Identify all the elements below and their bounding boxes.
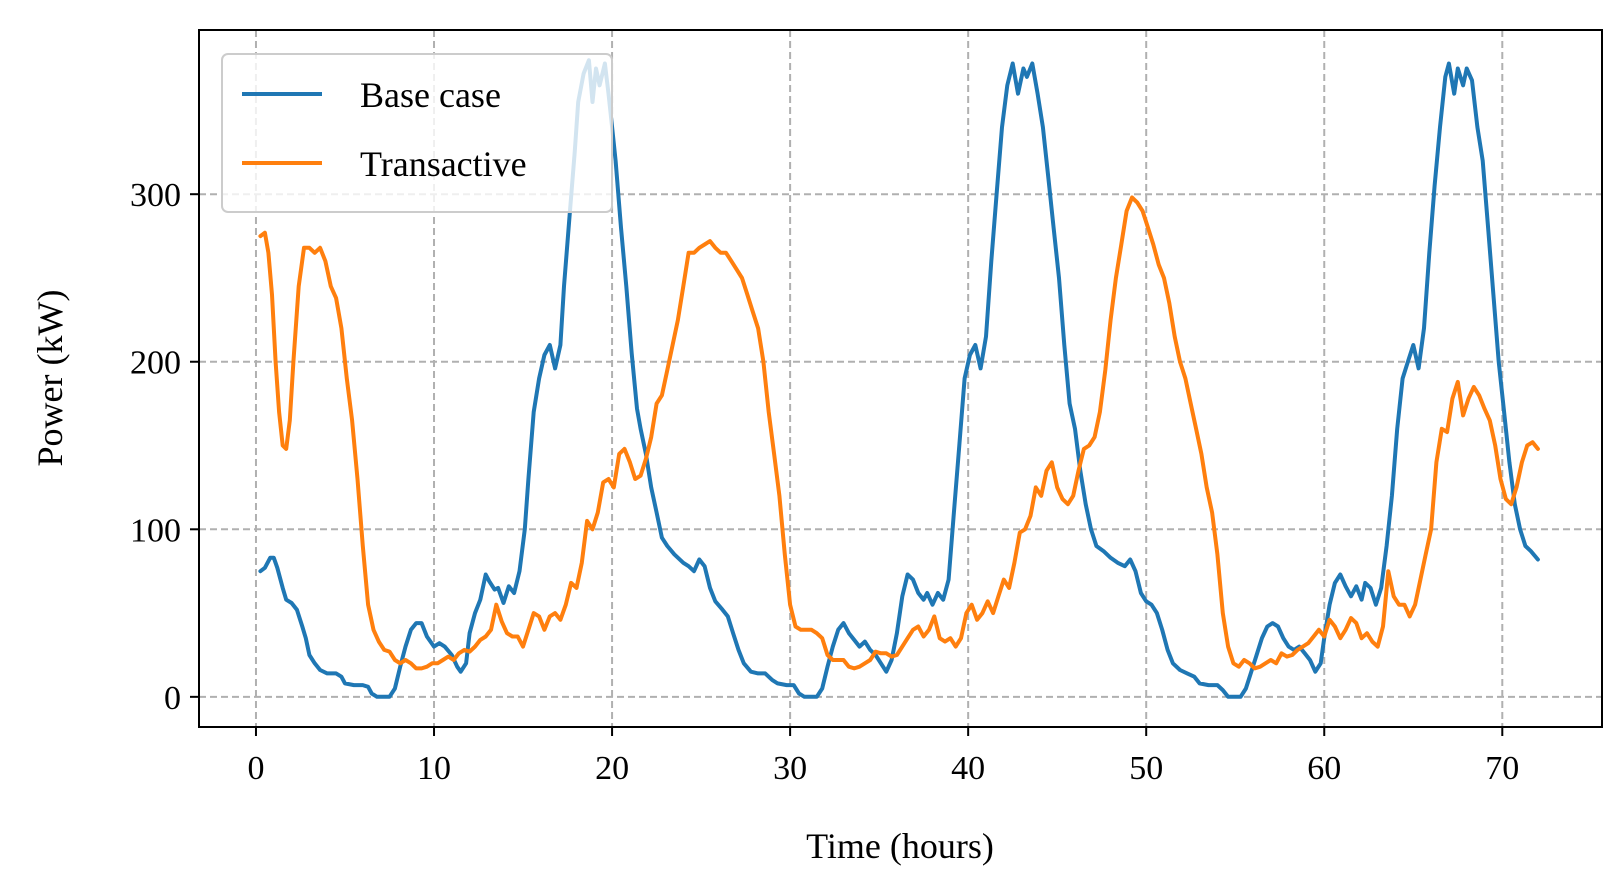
y-tick-label: 100 <box>130 512 181 549</box>
y-axis-label: Power (kW) <box>30 290 70 467</box>
y-tick-label: 0 <box>164 680 181 717</box>
axis-ticks: 0 10 20 30 40 50 60 70 0 100 200 300 <box>130 177 1519 787</box>
x-tick-label: 20 <box>595 750 629 787</box>
x-tick-label: 50 <box>1129 750 1163 787</box>
x-tick-label: 0 <box>247 750 264 787</box>
x-tick-label: 30 <box>773 750 807 787</box>
plot-frame <box>198 29 1603 728</box>
legend-label-transactive: Transactive <box>360 144 527 184</box>
series-line-transactive <box>258 195 1540 671</box>
legend: Base case Transactive <box>221 53 613 213</box>
series-line-base-case <box>258 58 1540 699</box>
y-tick-label: 300 <box>130 177 181 214</box>
x-tick-label: 40 <box>951 750 985 787</box>
series-lines <box>258 58 1540 699</box>
x-axis-label: Time (hours) <box>806 826 994 866</box>
x-tick-label: 70 <box>1485 750 1519 787</box>
legend-label-base-case: Base case <box>360 75 501 115</box>
y-tick-label: 200 <box>130 345 181 382</box>
x-tick-label: 60 <box>1307 750 1341 787</box>
x-tick-label: 10 <box>417 750 451 787</box>
